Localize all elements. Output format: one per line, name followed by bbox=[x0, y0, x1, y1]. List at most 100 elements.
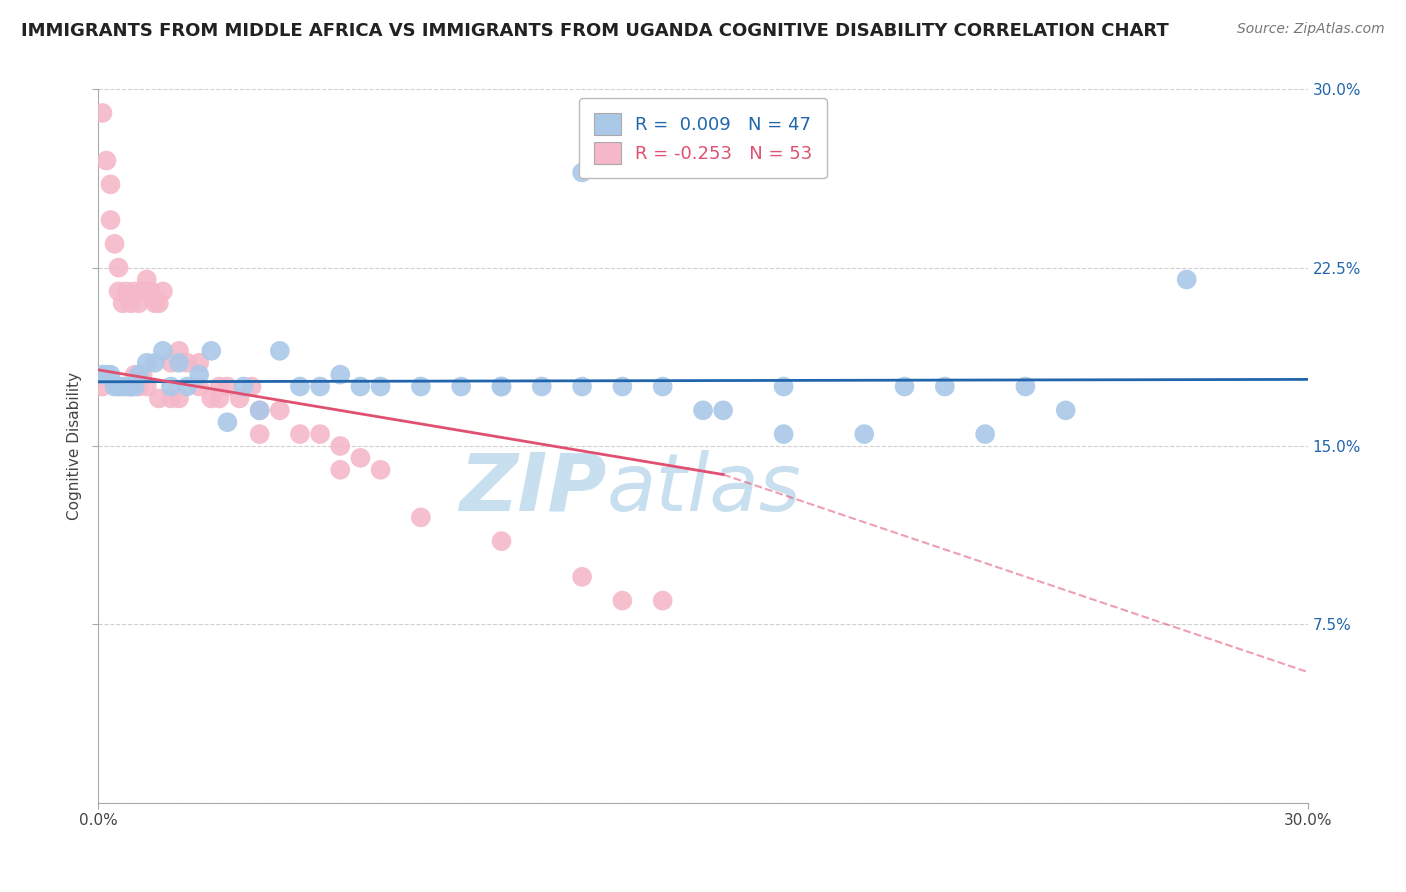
Point bbox=[139, 285, 162, 299]
Point bbox=[329, 439, 352, 453]
Point bbox=[124, 379, 146, 393]
Point bbox=[208, 392, 231, 406]
Point bbox=[349, 379, 371, 393]
Point bbox=[249, 427, 271, 442]
Point bbox=[530, 379, 553, 393]
Point bbox=[692, 403, 714, 417]
Point bbox=[491, 379, 513, 393]
Point bbox=[124, 285, 146, 299]
Point bbox=[96, 153, 118, 168]
Point bbox=[853, 427, 876, 442]
Point bbox=[772, 379, 794, 393]
Point bbox=[370, 379, 392, 393]
Point bbox=[135, 356, 157, 370]
Point bbox=[409, 379, 432, 393]
Point bbox=[128, 368, 150, 382]
Point bbox=[651, 593, 673, 607]
Point bbox=[91, 106, 114, 120]
Point bbox=[128, 296, 150, 310]
Point bbox=[269, 403, 291, 417]
Point bbox=[96, 368, 118, 382]
Legend: R =  0.009   N = 47, R = -0.253   N = 53: R = 0.009 N = 47, R = -0.253 N = 53 bbox=[579, 98, 827, 178]
Point bbox=[167, 392, 190, 406]
Point bbox=[772, 427, 794, 442]
Point bbox=[143, 296, 166, 310]
Point bbox=[288, 379, 311, 393]
Point bbox=[135, 272, 157, 286]
Point bbox=[160, 379, 183, 393]
Text: atlas: atlas bbox=[606, 450, 801, 528]
Point bbox=[450, 379, 472, 393]
Point bbox=[934, 379, 956, 393]
Point bbox=[120, 296, 142, 310]
Point bbox=[409, 510, 432, 524]
Point bbox=[571, 165, 593, 179]
Point bbox=[711, 403, 734, 417]
Point bbox=[249, 403, 271, 417]
Point bbox=[249, 403, 271, 417]
Point bbox=[111, 296, 134, 310]
Point bbox=[120, 379, 142, 393]
Point bbox=[91, 368, 114, 382]
Point bbox=[132, 285, 155, 299]
Point bbox=[349, 450, 371, 465]
Point bbox=[160, 392, 183, 406]
Point bbox=[176, 356, 198, 370]
Text: IMMIGRANTS FROM MIDDLE AFRICA VS IMMIGRANTS FROM UGANDA COGNITIVE DISABILITY COR: IMMIGRANTS FROM MIDDLE AFRICA VS IMMIGRA… bbox=[21, 22, 1168, 40]
Point bbox=[132, 368, 155, 382]
Point bbox=[143, 356, 166, 370]
Point bbox=[612, 379, 634, 393]
Point bbox=[269, 343, 291, 358]
Point bbox=[103, 379, 125, 393]
Point bbox=[148, 296, 170, 310]
Point bbox=[115, 285, 138, 299]
Point bbox=[200, 392, 222, 406]
Point bbox=[128, 379, 150, 393]
Point bbox=[329, 463, 352, 477]
Point bbox=[100, 178, 122, 192]
Point bbox=[152, 343, 174, 358]
Point bbox=[228, 392, 250, 406]
Point bbox=[200, 343, 222, 358]
Point bbox=[176, 379, 198, 393]
Point bbox=[491, 379, 513, 393]
Point bbox=[240, 379, 263, 393]
Point bbox=[115, 379, 138, 393]
Point bbox=[188, 379, 211, 393]
Point bbox=[188, 368, 211, 382]
Point bbox=[370, 463, 392, 477]
Point bbox=[1014, 379, 1036, 393]
Point bbox=[103, 236, 125, 251]
Point bbox=[167, 343, 190, 358]
Point bbox=[217, 415, 239, 429]
Y-axis label: Cognitive Disability: Cognitive Disability bbox=[67, 372, 83, 520]
Text: ZIP: ZIP bbox=[458, 450, 606, 528]
Point bbox=[232, 379, 254, 393]
Point bbox=[91, 379, 114, 393]
Point bbox=[288, 427, 311, 442]
Point bbox=[208, 379, 231, 393]
Point bbox=[111, 379, 134, 393]
Point bbox=[107, 260, 129, 275]
Point bbox=[1054, 403, 1077, 417]
Point bbox=[571, 570, 593, 584]
Point bbox=[135, 379, 157, 393]
Point bbox=[571, 379, 593, 393]
Point bbox=[148, 392, 170, 406]
Point bbox=[329, 368, 352, 382]
Point bbox=[100, 368, 122, 382]
Point bbox=[309, 427, 332, 442]
Point bbox=[152, 285, 174, 299]
Point bbox=[217, 379, 239, 393]
Point bbox=[1175, 272, 1198, 286]
Point bbox=[651, 379, 673, 393]
Point bbox=[107, 285, 129, 299]
Point bbox=[612, 593, 634, 607]
Point bbox=[124, 368, 146, 382]
Point bbox=[188, 356, 211, 370]
Text: Source: ZipAtlas.com: Source: ZipAtlas.com bbox=[1237, 22, 1385, 37]
Point bbox=[120, 379, 142, 393]
Point bbox=[107, 379, 129, 393]
Point bbox=[491, 534, 513, 549]
Point bbox=[974, 427, 997, 442]
